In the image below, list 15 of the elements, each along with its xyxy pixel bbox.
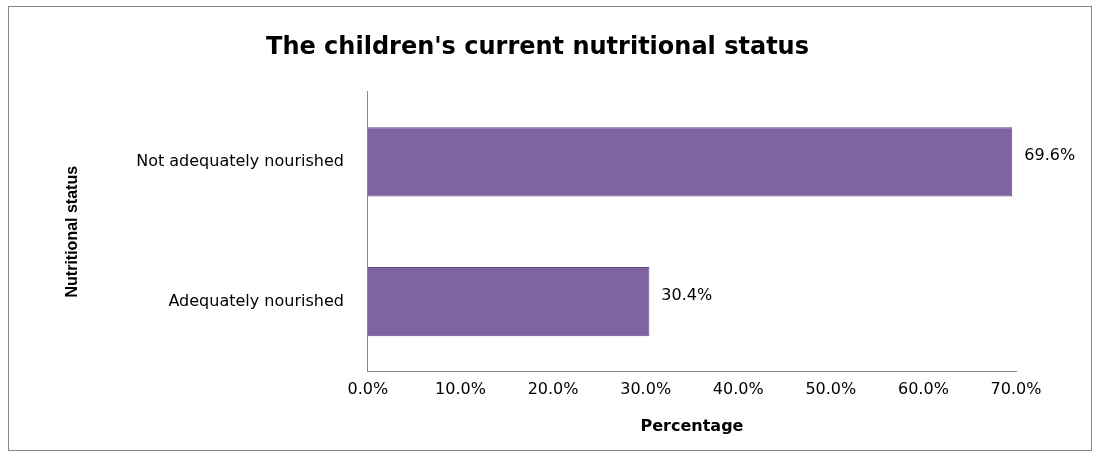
x-tick-label: 50.0% (805, 379, 857, 399)
x-tick-label: 0.0% (347, 379, 389, 399)
y-tick-label: Adequately nourished (168, 290, 344, 310)
y-axis-title: Nutritional status (63, 165, 81, 298)
x-tick-label: 10.0% (435, 379, 486, 399)
data-label: 30.4% (661, 284, 713, 304)
chart-title: The children's current nutritional status (266, 31, 809, 60)
x-axis-title: Percentage (640, 415, 744, 435)
x-tick-label: 30.0% (620, 379, 672, 399)
x-tick-label: 60.0% (898, 379, 949, 399)
data-label: 69.6% (1024, 144, 1076, 164)
x-tick-label: 20.0% (527, 379, 579, 399)
x-tick-label: 70.0% (990, 379, 1042, 399)
y-tick-label: Not adequately nourished (136, 150, 344, 170)
x-tick-label: 40.0% (712, 379, 764, 399)
